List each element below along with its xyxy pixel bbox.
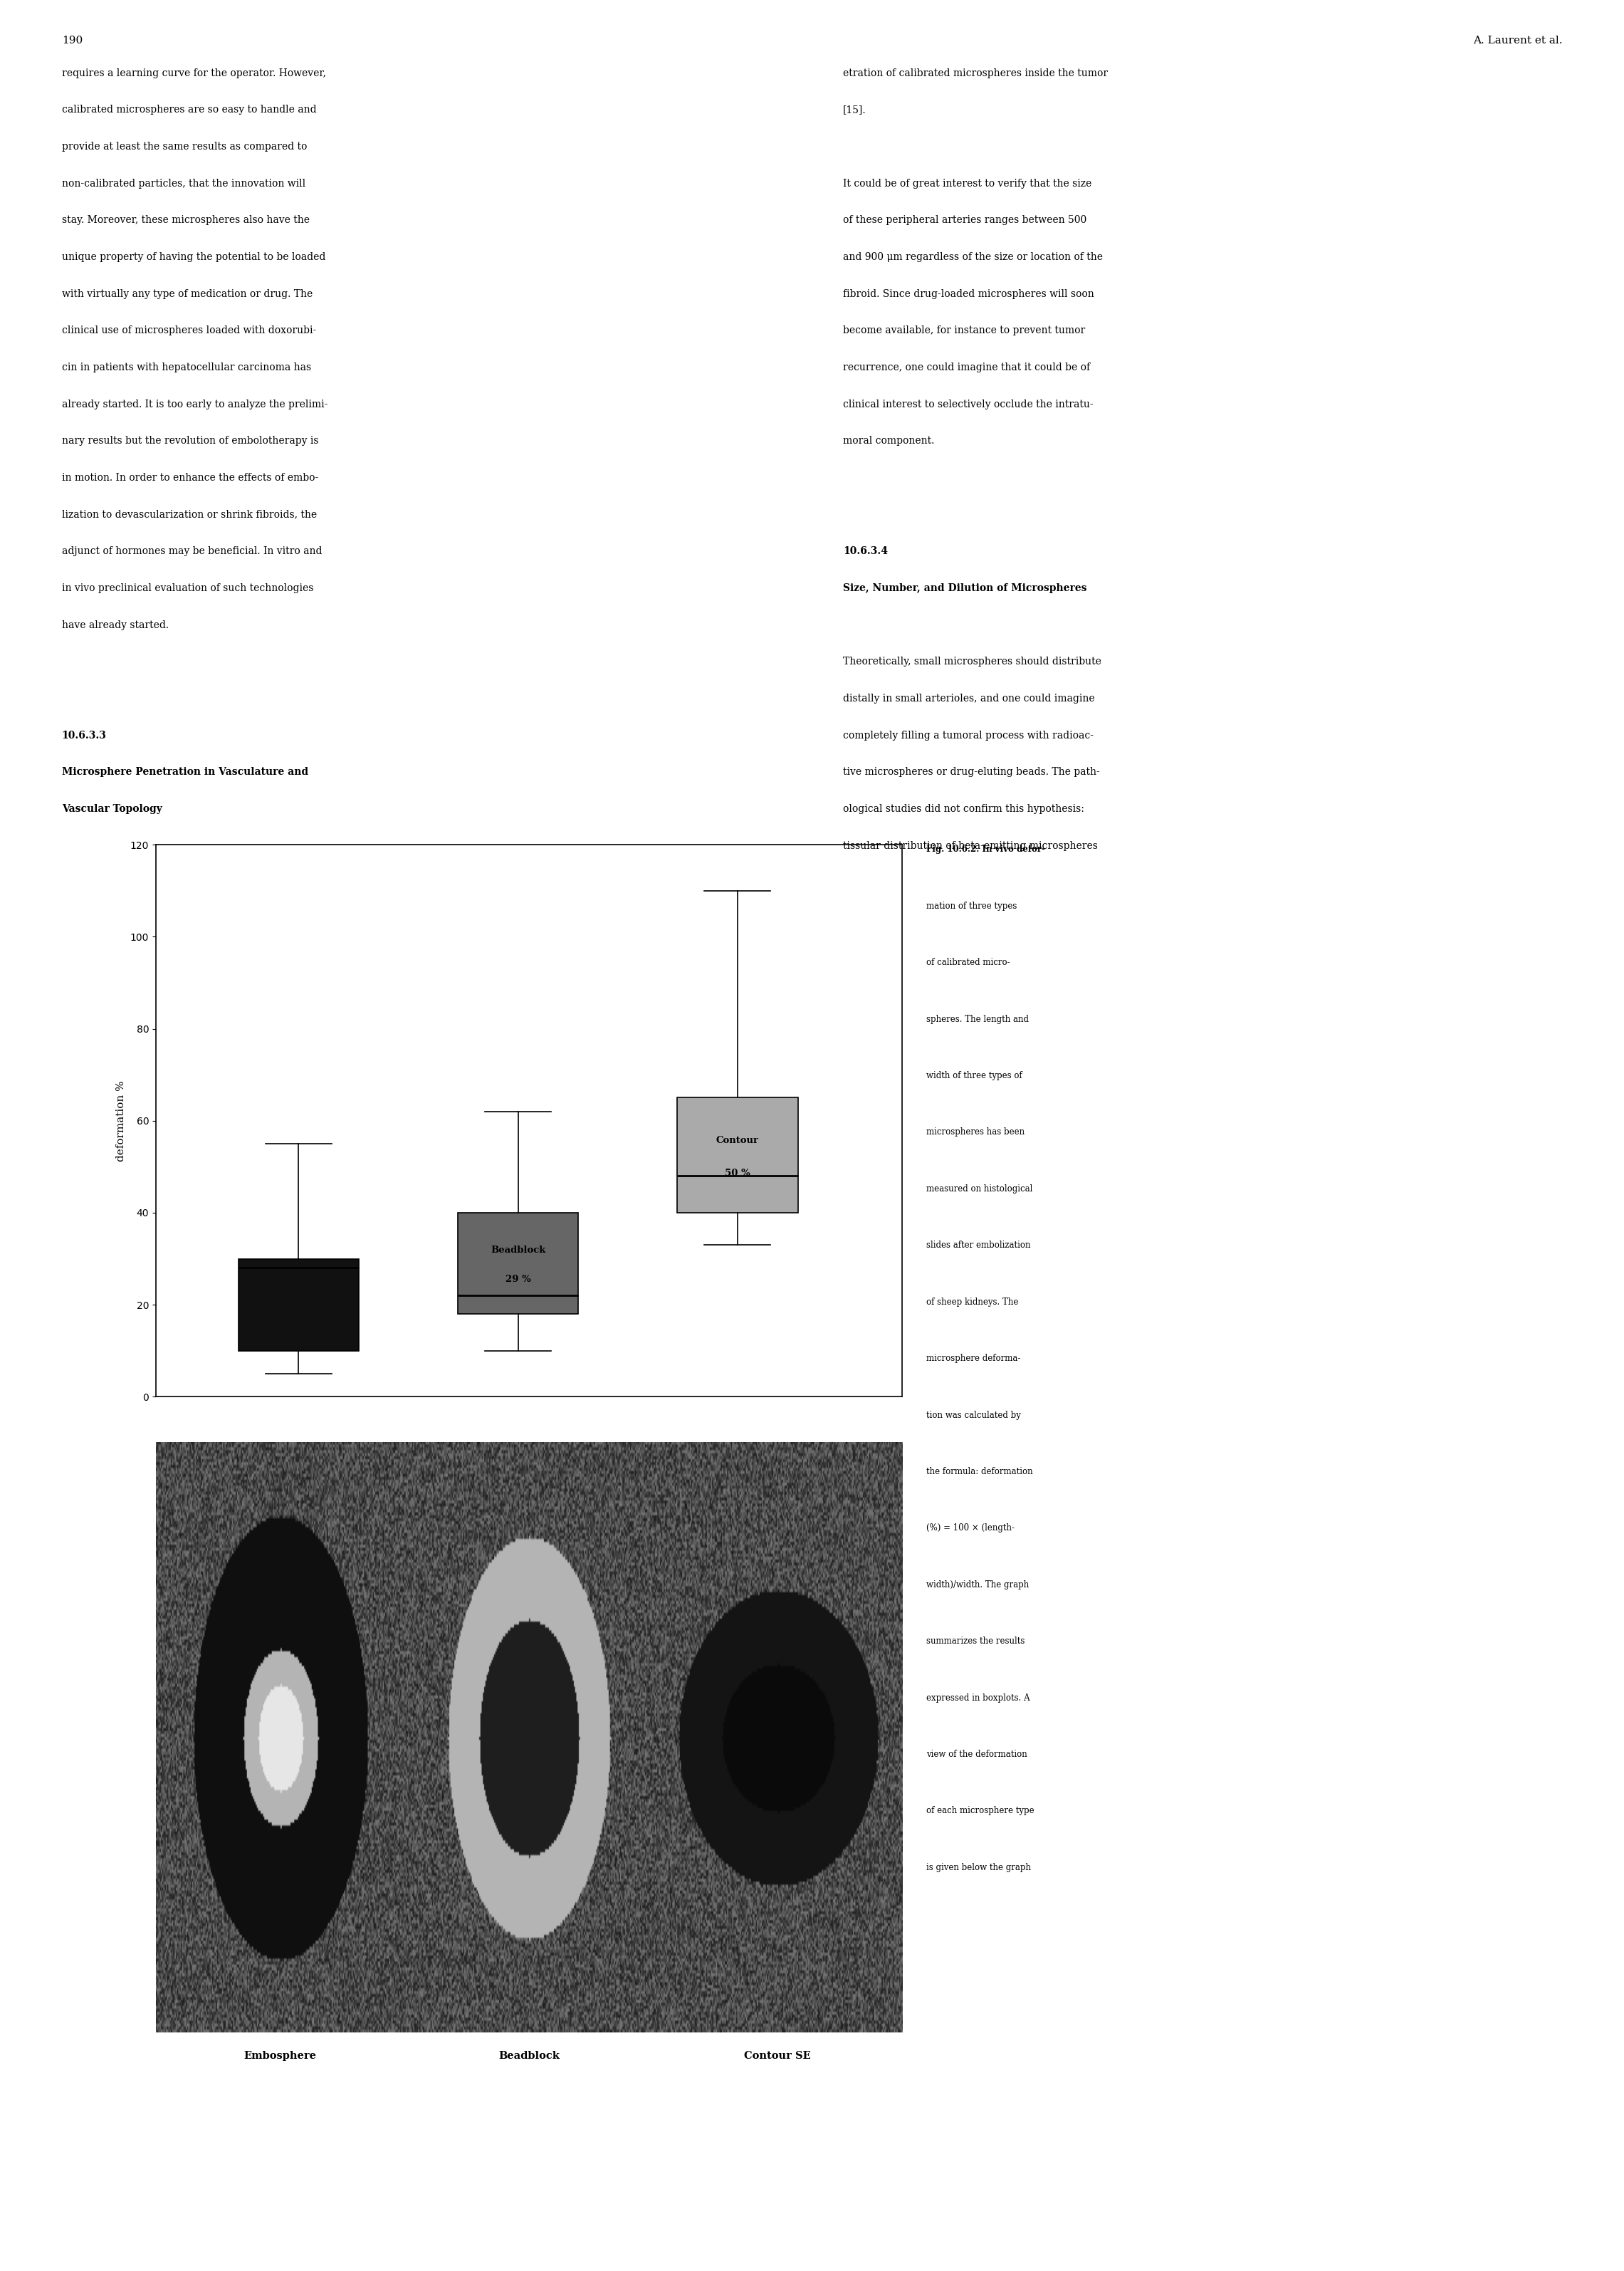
Text: 50 %: 50 % xyxy=(724,1170,750,1179)
Text: [15].: [15]. xyxy=(843,104,866,116)
Text: Beadblock: Beadblock xyxy=(490,1245,546,1256)
Text: microspheres has been: microspheres has been xyxy=(926,1129,1025,1138)
Text: of calibrated micro-: of calibrated micro- xyxy=(926,958,1010,967)
Text: unique property of having the potential to be loaded: unique property of having the potential … xyxy=(62,252,325,261)
Text: completely filling a tumoral process with radioac-: completely filling a tumoral process wit… xyxy=(843,731,1093,740)
Text: 29 %: 29 % xyxy=(505,1274,531,1283)
Text: It could be of great interest to verify that the size: It could be of great interest to verify … xyxy=(843,179,1091,188)
Text: tive microspheres or drug-eluting beads. The path-: tive microspheres or drug-eluting beads.… xyxy=(843,768,1099,777)
Text: lization to devascularization or shrink fibroids, the: lization to devascularization or shrink … xyxy=(62,509,317,520)
Text: etration of calibrated microspheres inside the tumor: etration of calibrated microspheres insi… xyxy=(843,68,1108,77)
Text: in motion. In order to enhance the effects of embo-: in motion. In order to enhance the effec… xyxy=(62,472,318,484)
Text: ological studies did not confirm this hypothesis:: ological studies did not confirm this hy… xyxy=(843,804,1085,813)
Text: Contour: Contour xyxy=(716,1136,758,1145)
Text: recurrence, one could imagine that it could be of: recurrence, one could imagine that it co… xyxy=(843,363,1090,372)
Text: clinical use of microspheres loaded with doxorubi-: clinical use of microspheres loaded with… xyxy=(62,325,317,336)
Text: with virtually any type of medication or drug. The: with virtually any type of medication or… xyxy=(62,288,312,300)
Text: Size, Number, and Dilution of Microspheres: Size, Number, and Dilution of Microspher… xyxy=(843,584,1086,593)
Text: and 900 μm regardless of the size or location of the: and 900 μm regardless of the size or loc… xyxy=(843,252,1103,261)
Text: Fig. 10.6.2. In vivo defor-: Fig. 10.6.2. In vivo defor- xyxy=(926,845,1046,854)
Text: calibrated microspheres are so easy to handle and: calibrated microspheres are so easy to h… xyxy=(62,104,317,116)
Text: nary results but the revolution of embolotherapy is: nary results but the revolution of embol… xyxy=(62,436,318,445)
Text: of sheep kidneys. The: of sheep kidneys. The xyxy=(926,1297,1018,1306)
Text: become available, for instance to prevent tumor: become available, for instance to preven… xyxy=(843,325,1085,336)
Text: 10.6.3.3: 10.6.3.3 xyxy=(62,731,107,740)
Text: clinical interest to selectively occlude the intratu-: clinical interest to selectively occlude… xyxy=(843,400,1093,409)
Bar xyxy=(239,1258,359,1351)
Text: width)/width. The graph: width)/width. The graph xyxy=(926,1581,1030,1590)
Text: in vivo preclinical evaluation of such technologies: in vivo preclinical evaluation of such t… xyxy=(62,584,313,593)
Text: stay. Moreover, these microspheres also have the: stay. Moreover, these microspheres also … xyxy=(62,216,310,225)
Text: summarizes the results: summarizes the results xyxy=(926,1637,1025,1646)
Text: Embosphere: Embosphere xyxy=(244,2051,317,2060)
Text: tissular distribution of beta-emitting microspheres: tissular distribution of beta-emitting m… xyxy=(843,840,1098,852)
Text: slides after embolization: slides after embolization xyxy=(926,1240,1031,1249)
Text: non-calibrated particles, that the innovation will: non-calibrated particles, that the innov… xyxy=(62,179,305,188)
Text: of each microsphere type: of each microsphere type xyxy=(926,1805,1034,1815)
Y-axis label: deformation %: deformation % xyxy=(117,1081,127,1160)
Text: Theoretically, small microspheres should distribute: Theoretically, small microspheres should… xyxy=(843,656,1101,668)
Text: Contour SE: Contour SE xyxy=(744,2051,810,2060)
Text: Beadblock: Beadblock xyxy=(499,2051,560,2060)
Text: (%) = 100 × (length-: (%) = 100 × (length- xyxy=(926,1524,1015,1533)
Text: Vascular Topology: Vascular Topology xyxy=(62,804,162,813)
Text: of these peripheral arteries ranges between 500: of these peripheral arteries ranges betw… xyxy=(843,216,1086,225)
Text: moral component.: moral component. xyxy=(843,436,934,445)
Text: mation of three types: mation of three types xyxy=(926,902,1017,911)
Text: the formula: deformation: the formula: deformation xyxy=(926,1467,1033,1476)
Text: measured on histological: measured on histological xyxy=(926,1183,1033,1195)
Text: tion was calculated by: tion was calculated by xyxy=(926,1410,1021,1419)
Text: cin in patients with hepatocellular carcinoma has: cin in patients with hepatocellular carc… xyxy=(62,363,310,372)
Text: view of the deformation: view of the deformation xyxy=(926,1749,1028,1760)
Text: A. Laurent et al.: A. Laurent et al. xyxy=(1473,36,1562,45)
Text: requires a learning curve for the operator. However,: requires a learning curve for the operat… xyxy=(62,68,326,77)
Text: fibroid. Since drug-loaded microspheres will soon: fibroid. Since drug-loaded microspheres … xyxy=(843,288,1095,300)
Text: is given below the graph: is given below the graph xyxy=(926,1862,1031,1871)
Text: width of three types of: width of three types of xyxy=(926,1072,1023,1081)
Bar xyxy=(677,1097,797,1213)
Bar xyxy=(458,1213,578,1315)
Text: have already started.: have already started. xyxy=(62,620,169,629)
Text: provide at least the same results as compared to: provide at least the same results as com… xyxy=(62,141,307,152)
Text: Microsphere Penetration in Vasculature and: Microsphere Penetration in Vasculature a… xyxy=(62,768,309,777)
Text: expressed in boxplots. A: expressed in boxplots. A xyxy=(926,1694,1030,1703)
Text: already started. It is too early to analyze the prelimi-: already started. It is too early to anal… xyxy=(62,400,328,409)
Text: adjunct of hormones may be beneficial. In vitro and: adjunct of hormones may be beneficial. I… xyxy=(62,547,322,556)
Text: 10.6.3.4: 10.6.3.4 xyxy=(843,547,888,556)
Text: distally in small arterioles, and one could imagine: distally in small arterioles, and one co… xyxy=(843,693,1095,704)
Text: spheres. The length and: spheres. The length and xyxy=(926,1015,1030,1024)
Text: microsphere deforma-: microsphere deforma- xyxy=(926,1354,1020,1363)
Text: 190: 190 xyxy=(62,36,83,45)
